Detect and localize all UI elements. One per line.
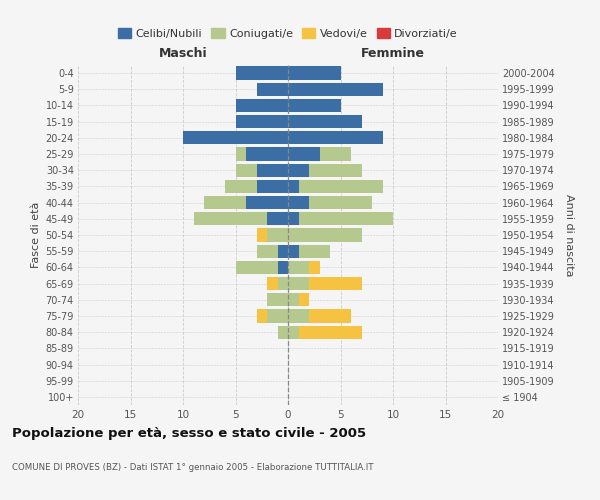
- Text: Femmine: Femmine: [361, 47, 425, 60]
- Bar: [288, 131, 383, 144]
- Bar: [309, 277, 361, 290]
- Bar: [288, 164, 309, 177]
- Bar: [288, 99, 341, 112]
- Bar: [288, 277, 309, 290]
- Bar: [235, 99, 288, 112]
- Bar: [235, 115, 288, 128]
- Bar: [309, 164, 361, 177]
- Y-axis label: Fasce di età: Fasce di età: [31, 202, 41, 268]
- Bar: [183, 131, 288, 144]
- Bar: [288, 66, 341, 80]
- Bar: [257, 228, 267, 241]
- Bar: [309, 310, 351, 322]
- Bar: [309, 196, 372, 209]
- Bar: [267, 293, 288, 306]
- Y-axis label: Anni di nascita: Anni di nascita: [565, 194, 574, 276]
- Bar: [288, 212, 299, 226]
- Bar: [235, 66, 288, 80]
- Text: Maschi: Maschi: [158, 47, 208, 60]
- Bar: [288, 196, 309, 209]
- Bar: [288, 180, 299, 193]
- Bar: [235, 164, 257, 177]
- Bar: [246, 148, 288, 160]
- Bar: [235, 148, 246, 160]
- Bar: [299, 212, 393, 226]
- Bar: [277, 244, 288, 258]
- Bar: [193, 212, 267, 226]
- Bar: [288, 82, 383, 96]
- Bar: [320, 148, 351, 160]
- Bar: [299, 244, 330, 258]
- Bar: [288, 115, 361, 128]
- Bar: [288, 260, 309, 274]
- Bar: [267, 277, 277, 290]
- Bar: [267, 228, 288, 241]
- Bar: [246, 196, 288, 209]
- Bar: [257, 180, 288, 193]
- Bar: [257, 164, 288, 177]
- Bar: [288, 326, 299, 339]
- Bar: [288, 293, 299, 306]
- Bar: [225, 180, 257, 193]
- Bar: [288, 228, 361, 241]
- Bar: [299, 180, 383, 193]
- Bar: [309, 260, 320, 274]
- Text: Popolazione per età, sesso e stato civile - 2005: Popolazione per età, sesso e stato civil…: [12, 428, 366, 440]
- Bar: [288, 244, 299, 258]
- Bar: [277, 277, 288, 290]
- Bar: [235, 260, 277, 274]
- Legend: Celibi/Nubili, Coniugati/e, Vedovi/e, Divorziati/e: Celibi/Nubili, Coniugati/e, Vedovi/e, Di…: [116, 26, 460, 40]
- Text: COMUNE DI PROVES (BZ) - Dati ISTAT 1° gennaio 2005 - Elaborazione TUTTITALIA.IT: COMUNE DI PROVES (BZ) - Dati ISTAT 1° ge…: [12, 462, 373, 471]
- Bar: [277, 260, 288, 274]
- Bar: [204, 196, 246, 209]
- Bar: [288, 148, 320, 160]
- Bar: [267, 212, 288, 226]
- Bar: [257, 310, 267, 322]
- Bar: [267, 310, 288, 322]
- Bar: [277, 326, 288, 339]
- Bar: [299, 326, 361, 339]
- Bar: [299, 293, 309, 306]
- Bar: [257, 82, 288, 96]
- Bar: [288, 310, 309, 322]
- Bar: [257, 244, 277, 258]
